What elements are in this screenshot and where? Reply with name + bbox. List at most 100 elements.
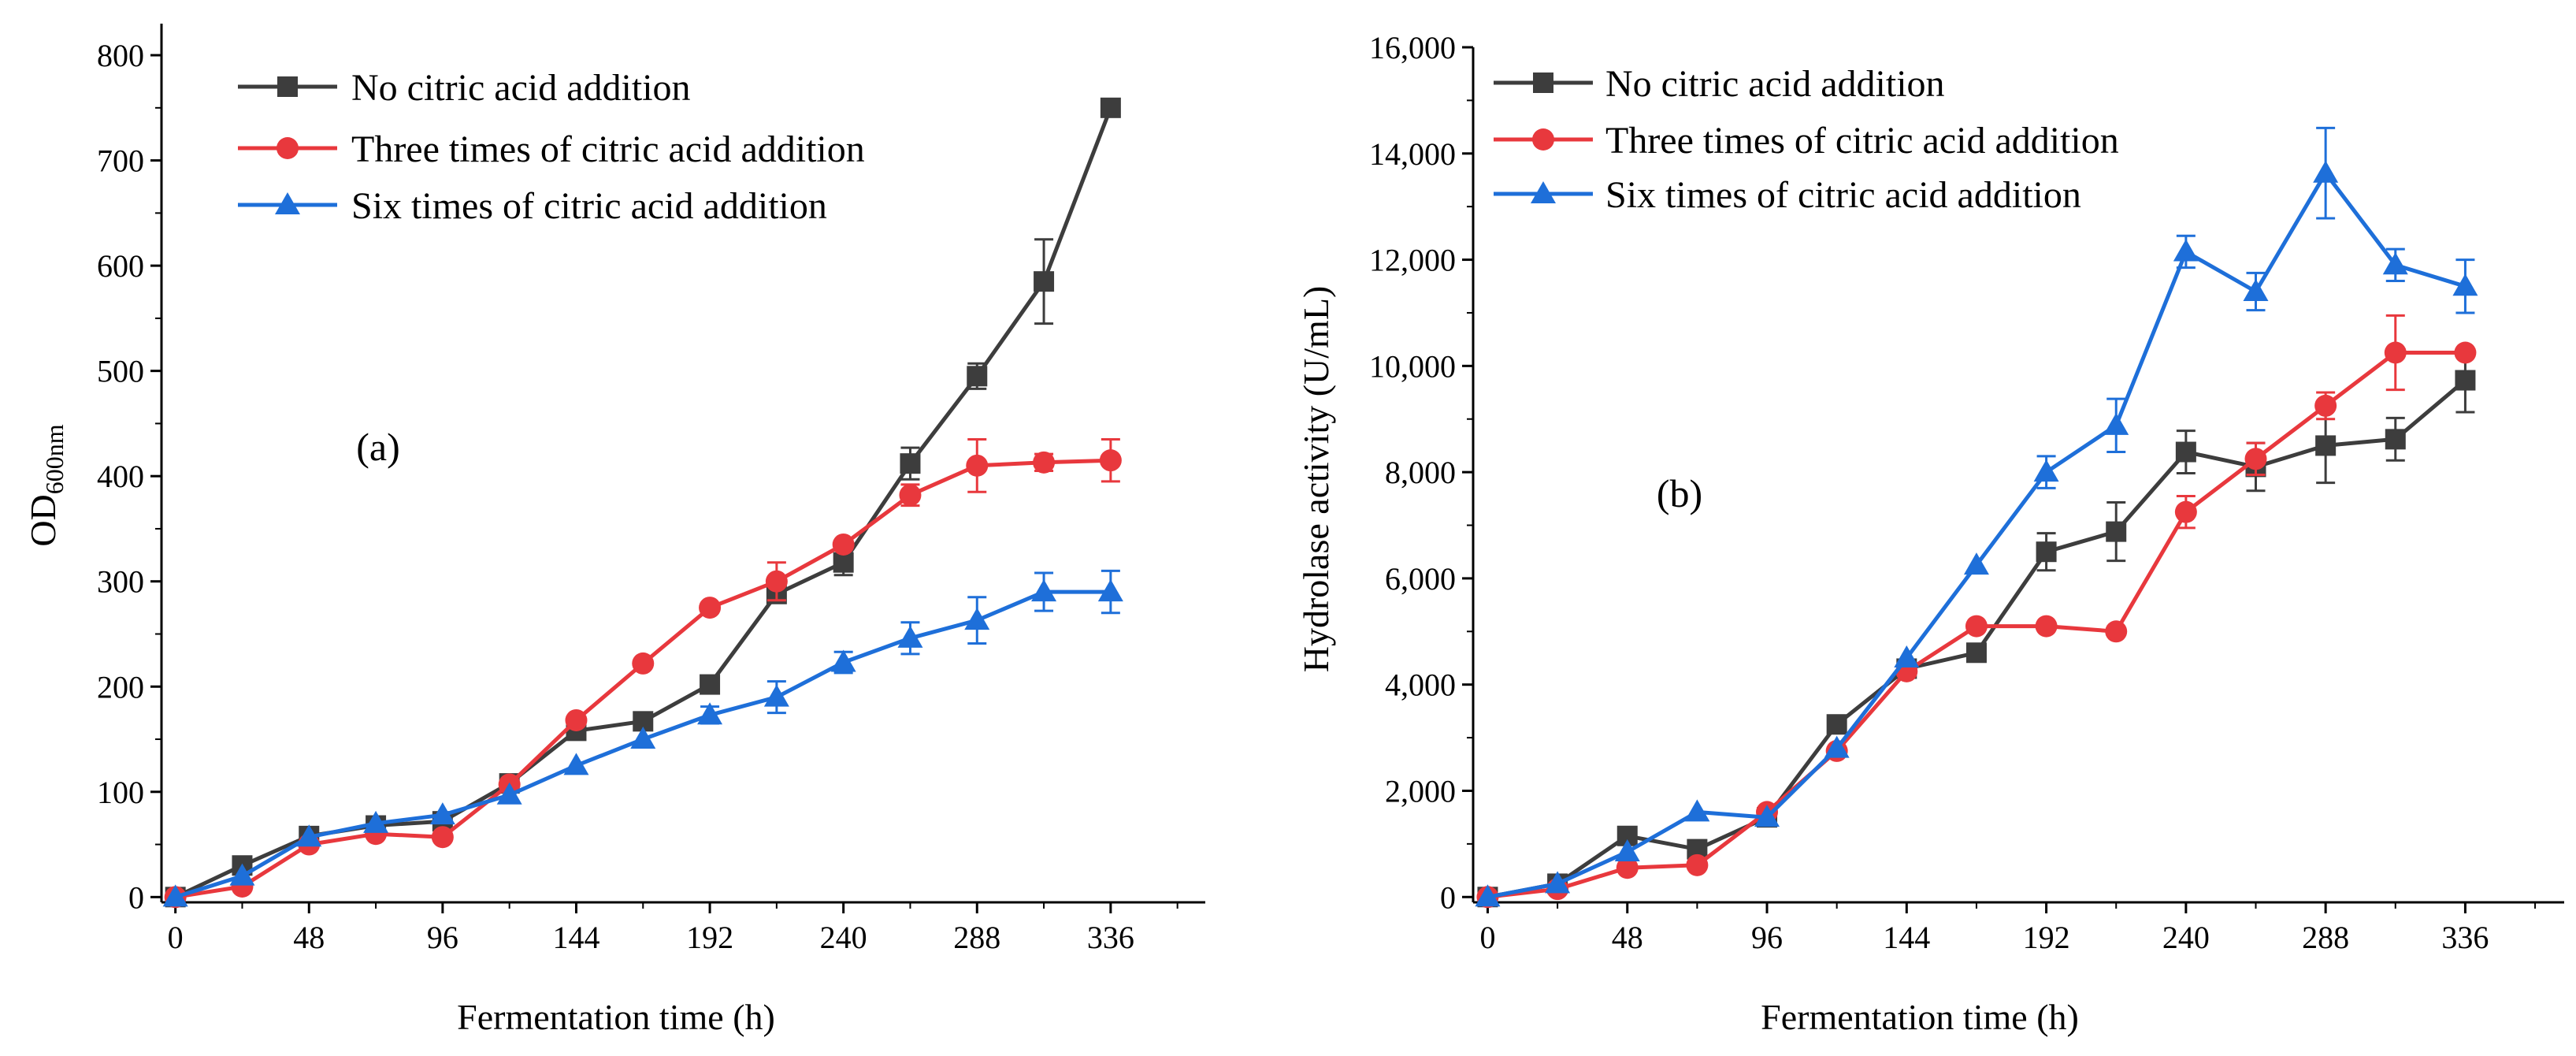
panel-a-label: (a)	[356, 425, 400, 469]
panel-b-series-1-point	[1965, 642, 1987, 664]
panel-a-series-3-point	[563, 753, 589, 775]
panel-b-y-tick-label: 2,000	[1385, 773, 1456, 809]
panel-b-y-axis-title: Hydrolase activity (U/mL)	[1296, 286, 1336, 673]
panel-b-series-3-point	[1545, 871, 1571, 894]
panel-a-x-tick-label: 96	[427, 920, 458, 955]
panel-b-y-tick-label: 14,000	[1369, 136, 1456, 172]
panel-a-series-3-point	[296, 824, 322, 847]
panel-a-y-axis-title: OD600nm	[23, 424, 69, 546]
panel-a-series-1-point	[700, 674, 721, 695]
panel-a-x-tick-label: 240	[820, 920, 867, 955]
panel-a-series-3-point	[363, 810, 389, 833]
panel-a-x-tick-label: 0	[168, 920, 184, 955]
panel-b-series-3-point	[1963, 552, 1989, 575]
panel-b-series-2-point	[2314, 394, 2337, 417]
panel-a-series-2-point	[565, 708, 588, 731]
panel-b-x-tick-label: 336	[2441, 920, 2489, 955]
panel-a-series-3	[162, 569, 1123, 907]
panel-a-y-axis-title-main: OD	[23, 494, 63, 546]
panel-b-legend: No citric acid addition Three times of c…	[1494, 63, 2119, 216]
panel-a-series-3-point	[229, 863, 255, 886]
panel-a-series-1-point	[967, 366, 988, 387]
panel-b-legend-marker-1	[1533, 73, 1553, 93]
panel-b-x-tick-label: 96	[1751, 920, 1783, 955]
panel-a-x-tick-label: 192	[686, 920, 733, 955]
panel-a-series-3-point	[429, 802, 455, 825]
panel-a-y-tick-label: 500	[97, 354, 144, 389]
panel-b-legend-item-2: Three times of citric acid addition	[1494, 120, 2119, 162]
panel-b-legend-item-1: No citric acid addition	[1494, 63, 1945, 105]
panel-a-x-tick-label: 336	[1087, 920, 1134, 955]
panel-b-y-tick-label: 10,000	[1369, 348, 1456, 384]
panel-b-x-tick-label: 48	[1612, 920, 1643, 955]
panel-b-series-3-point	[1894, 645, 1920, 667]
panel-b-series-2-point	[1965, 615, 1988, 638]
panel-b-series-2-point	[1686, 853, 1709, 876]
panel-b-y-tick-label: 0	[1440, 879, 1456, 915]
panel-a-y-axis-title-subscript: 600nm	[40, 424, 69, 494]
panel-a-series-3-point	[697, 702, 723, 725]
panel-b-legend-label-1: No citric acid addition	[1605, 63, 1945, 105]
panel-a-x-tick-label: 144	[552, 920, 599, 955]
panel-b-series-2-point	[1616, 857, 1639, 879]
panel-b-series-2-point	[2454, 341, 2477, 364]
panel-a-series-1-point	[1034, 271, 1055, 292]
panel-a-y-tick-label: 400	[97, 459, 144, 494]
panel-b-y-tick-label: 16,000	[1369, 30, 1456, 65]
panel-b-legend-marker-3	[1531, 181, 1556, 203]
panel-b-series-1-point	[2455, 370, 2476, 391]
panel-b-series-1-point	[2175, 441, 2196, 463]
panel-a-legend-label-2: Three times of citric acid addition	[351, 128, 865, 170]
panel-b-series-1-point	[2036, 541, 2057, 563]
panel-a-series-1-point	[833, 552, 854, 573]
panel-b-series-2-point	[2244, 448, 2267, 470]
panel-a-legend: No citric acid addition Three times of c…	[238, 67, 865, 227]
panel-a-chart: 0 48 96 144 192 240 288 336 0 100 200 300 400 500 600 7…	[23, 24, 1205, 1037]
panel-b-series-2-point	[2384, 341, 2407, 364]
panel-a-y-tick-label: 600	[97, 248, 144, 284]
panel-b-series-3	[1475, 126, 2478, 907]
panel-a-series-3-point	[162, 884, 188, 907]
panel-a-series-3-point	[763, 684, 789, 707]
panel-a-y-tick-label: 100	[97, 775, 144, 810]
panel-a-legend-marker-2	[277, 137, 299, 159]
panel-b-series-3-point	[2173, 239, 2199, 262]
panel-b-series-3-point	[1614, 838, 1640, 861]
panel-a-y-tick-label: 700	[97, 143, 144, 179]
panel-a-series-3-point	[630, 727, 656, 749]
panel-a-series-2-point	[699, 597, 722, 619]
panel-a-y-tick-label: 200	[97, 669, 144, 705]
panel-b-series-3-point	[2103, 412, 2129, 435]
panel-b-legend-label-2: Three times of citric acid addition	[1605, 120, 2119, 162]
panel-b-series-3-point	[2452, 273, 2478, 296]
panel-b-series-3-point	[2033, 459, 2059, 482]
panel-b-chart: 0 48 96 144 192 240 288 336 0 2,000 4,000 6,000 8,00…	[1296, 30, 2564, 1037]
panel-a-series-1-point	[1100, 97, 1121, 118]
panel-b-y-tick-label: 6,000	[1385, 561, 1456, 597]
panel-a-legend-label-1: No citric acid addition	[351, 67, 691, 109]
panel-a-series-2-point	[832, 533, 855, 556]
panel-a-legend-label-3: Six times of citric acid addition	[351, 185, 827, 227]
panel-a-series-1-point	[900, 453, 921, 474]
panel-a-y-tick-label: 0	[128, 879, 144, 915]
panel-a-y-tick-label: 800	[97, 38, 144, 73]
panel-b-x-tick-label: 192	[2023, 920, 2070, 955]
panel-b-series-3-point	[2382, 252, 2408, 275]
panel-b-series-3-point	[1824, 735, 1850, 758]
panel-a-plot-area: 0 48 96 144 192 240 288 336 0 100 200 300 400 500 600 7…	[97, 24, 1205, 955]
panel-a-series-2-point	[431, 826, 454, 849]
panel-b-series-3-point	[1754, 805, 1780, 827]
panel-b-series-1-point	[1826, 714, 1847, 735]
panel-a-y-tick-label: 300	[97, 564, 144, 600]
panel-a-series-2-point	[632, 652, 655, 675]
panel-b-series-2-point	[2035, 615, 2058, 638]
panel-b-legend-marker-2	[1532, 128, 1554, 151]
panel-b-series-1-point	[2385, 429, 2406, 450]
panel-b-series-3-point	[2313, 160, 2339, 183]
panel-b-x-tick-label: 0	[1479, 920, 1495, 955]
panel-a-x-axis-title: Fermentation time (h)	[457, 997, 775, 1037]
panel-b-plot-area: 0 48 96 144 192 240 288 336 0 2,000 4,000 6,000 8,00…	[1369, 30, 2564, 955]
panel-b-x-tick-label: 240	[2162, 920, 2210, 955]
